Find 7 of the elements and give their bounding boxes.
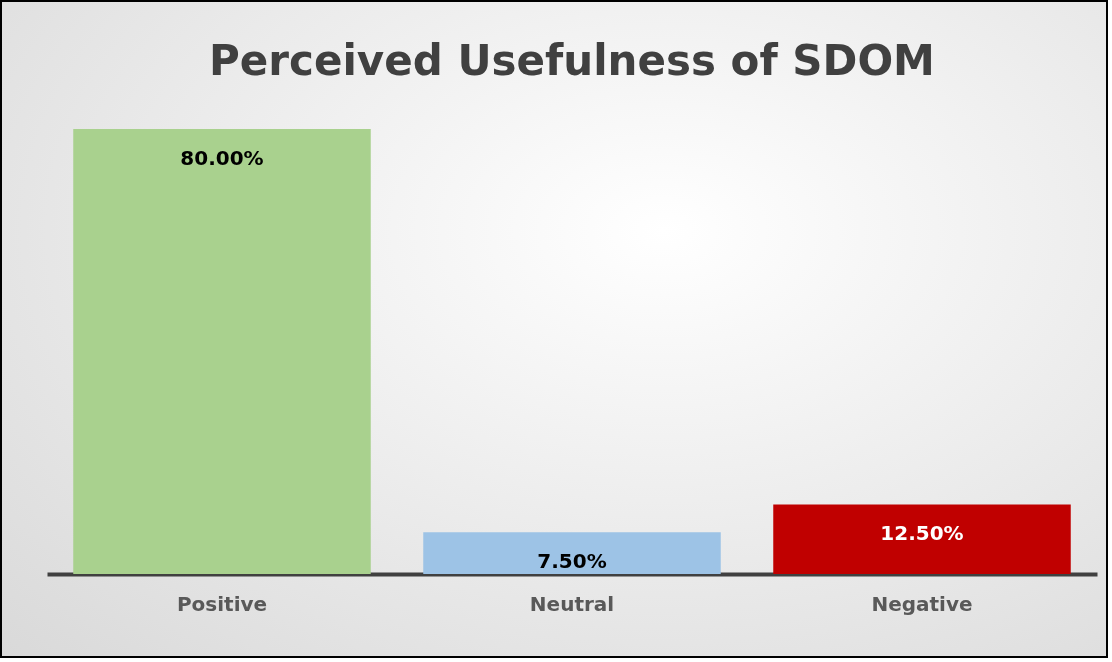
data-label: 12.50% (880, 521, 964, 546)
chart-title: Perceived Usefulness of SDOM (209, 36, 935, 85)
x-tick-label: Negative (871, 591, 973, 616)
data-label: 7.50% (537, 549, 607, 574)
x-tick-label: Positive (176, 591, 268, 616)
data-label: 80.00% (180, 146, 264, 170)
x-tick-label: Neutral (529, 591, 615, 616)
